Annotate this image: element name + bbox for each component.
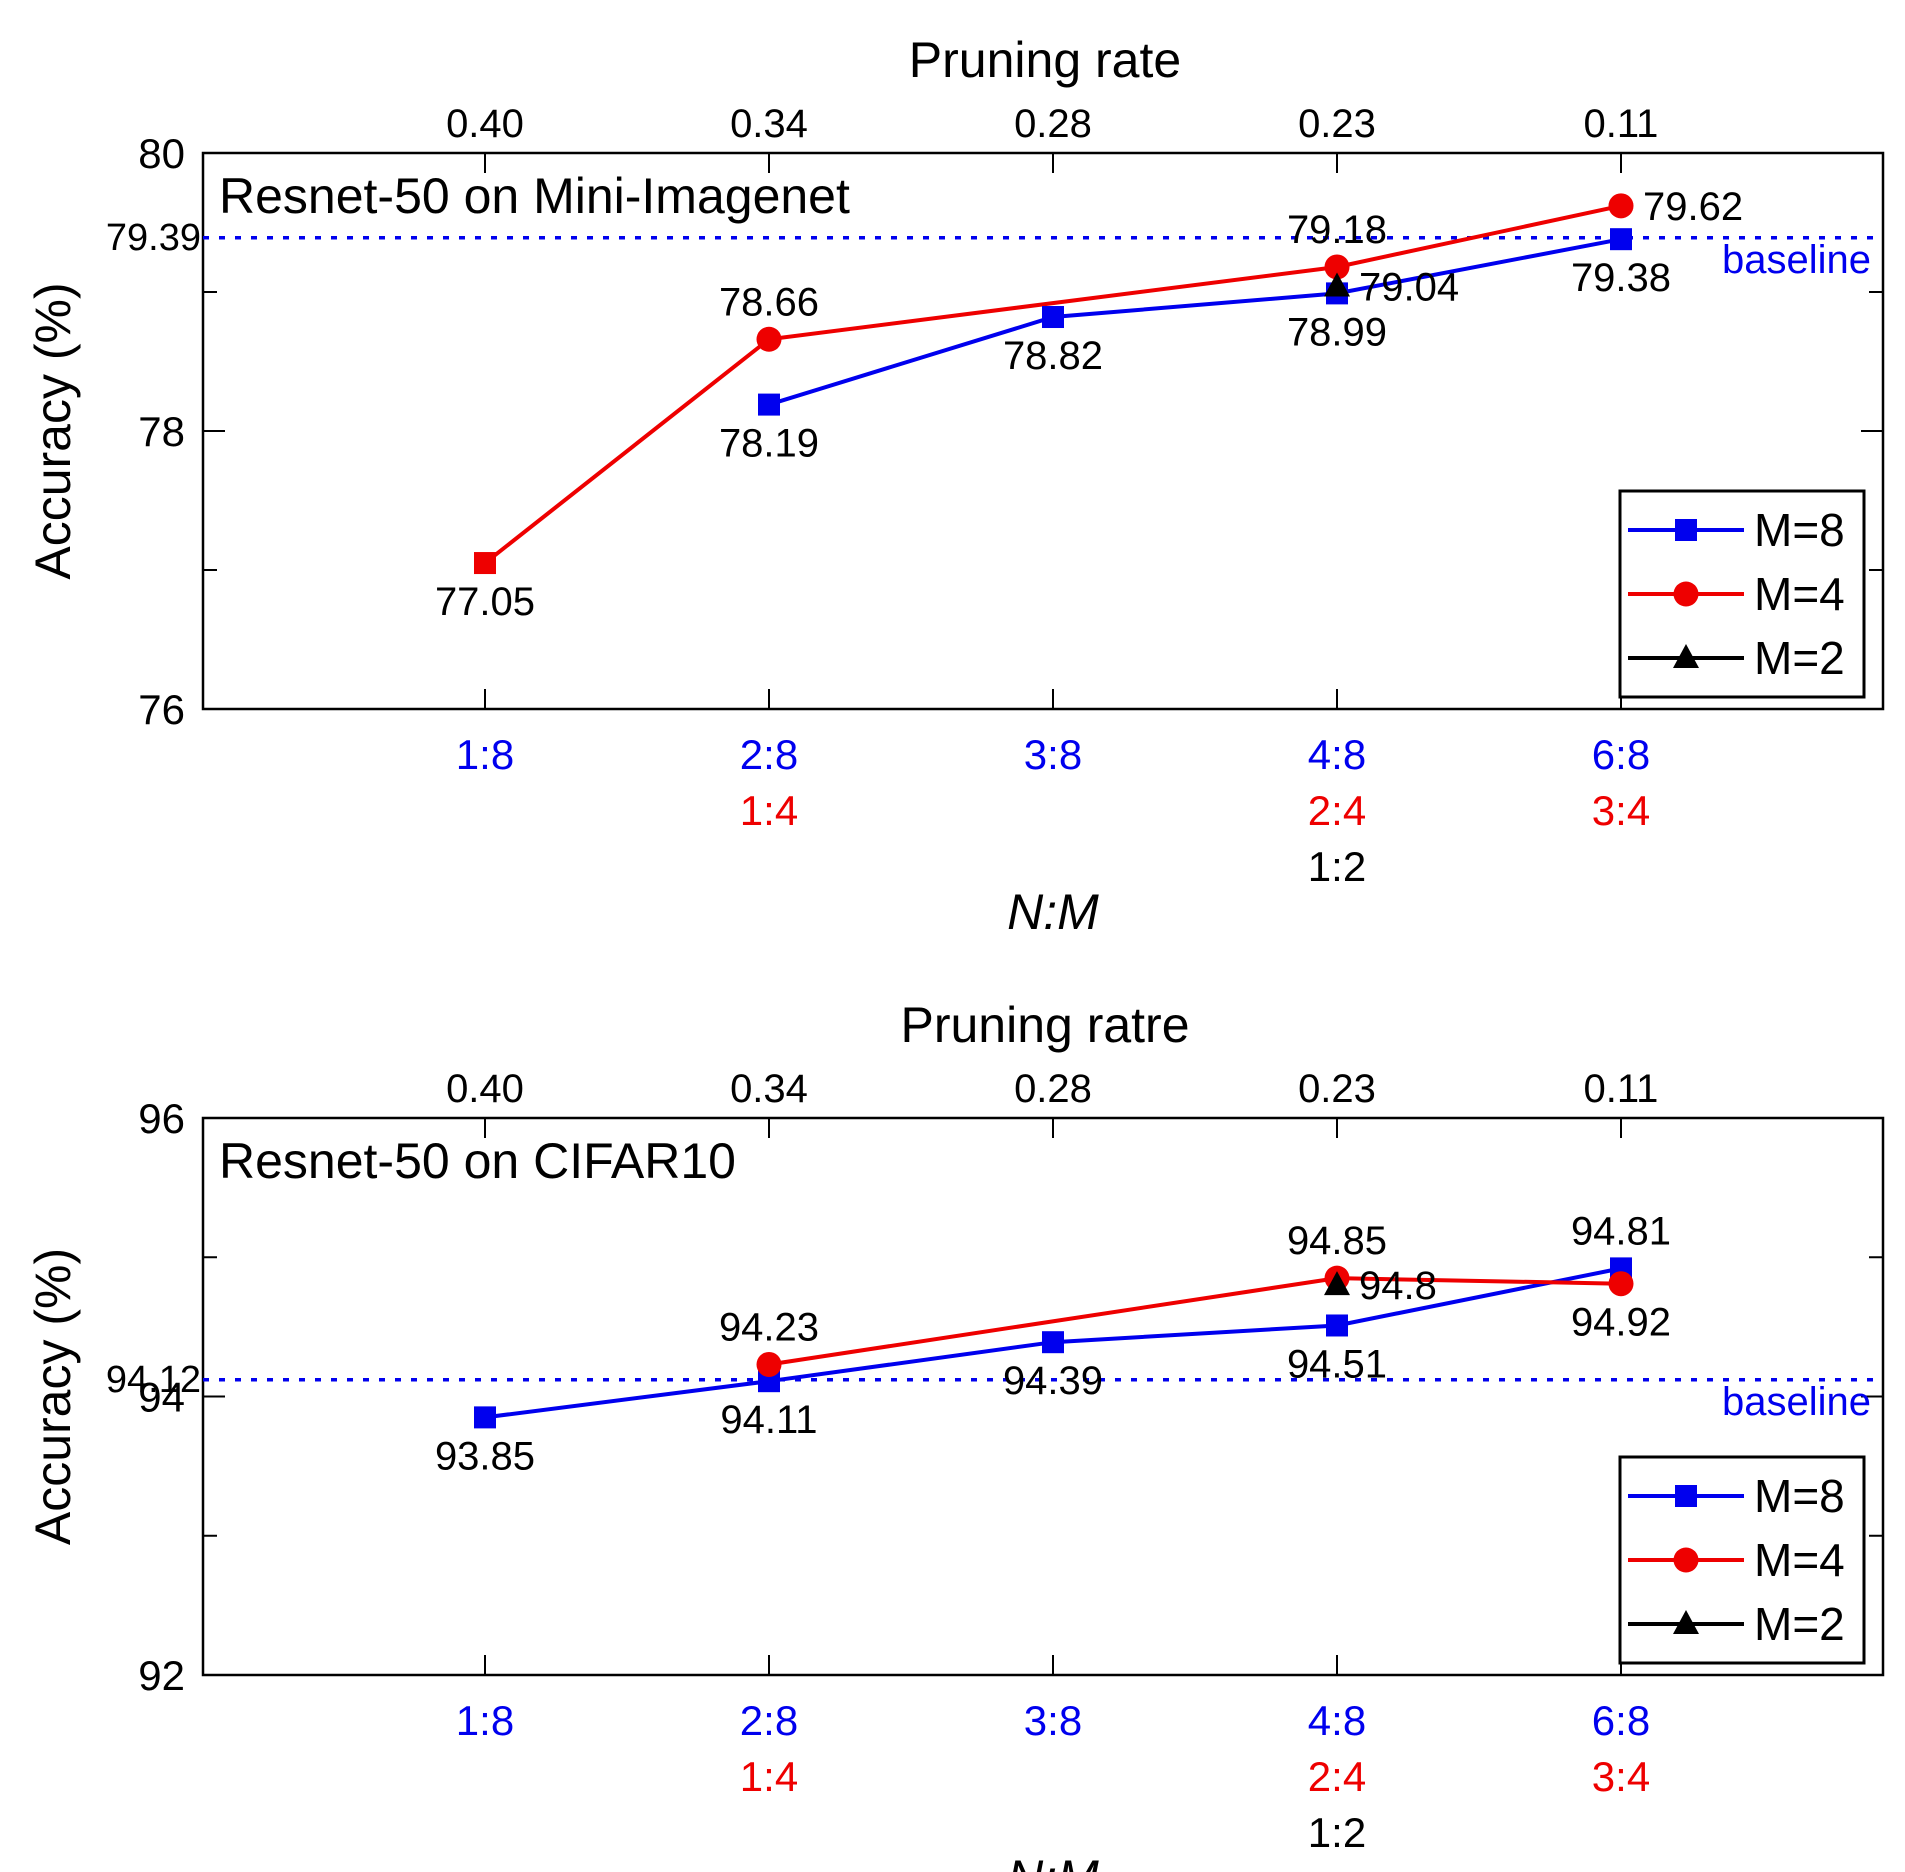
top-tick-label: 0.40 (446, 102, 524, 146)
series-line-M=8 (768, 237, 1622, 407)
data-label: 94.11 (720, 1398, 817, 1442)
legend-label: M=4 (1754, 1534, 1845, 1586)
data-point-M=8 (1042, 1331, 1064, 1354)
legend-label: M=4 (1754, 568, 1845, 620)
data-point-M=8 (1610, 228, 1632, 251)
data-label: 79.04 (1359, 265, 1459, 309)
top-tick-label: 0.23 (1298, 102, 1376, 146)
data-point-M=2 (1324, 272, 1350, 297)
data-point-M=4 (756, 326, 782, 352)
data-label: 94.51 (1287, 1342, 1387, 1386)
baseline-label: baseline (1722, 238, 1871, 282)
legend-marker-M=2 (1673, 644, 1699, 668)
nm-tick-label: 6:8 (1592, 1697, 1650, 1744)
legend-label: M=2 (1754, 632, 1845, 684)
nm-tick-label: 2:4 (1308, 787, 1366, 834)
baseline-label: baseline (1722, 1380, 1871, 1424)
nm-tick-label: 4:8 (1308, 731, 1366, 778)
series-line-M=4 (483, 203, 1622, 565)
data-label: 94.81 (1571, 1209, 1671, 1253)
top-tick-label: 0.11 (1584, 1067, 1659, 1111)
y-axis-title: Accuracy (%) (25, 1248, 81, 1545)
nm-tick-label: 1:8 (456, 1697, 514, 1744)
data-point-M=4 (1324, 254, 1350, 280)
nm-tick-label: 1:4 (740, 1753, 798, 1800)
nm-tick-label: 3:4 (1592, 787, 1650, 834)
y-axis-title: Accuracy (%) (25, 282, 81, 579)
data-label: 78.82 (1003, 334, 1103, 378)
data-label: 78.19 (719, 422, 819, 466)
legend-marker-M=2 (1673, 1610, 1699, 1634)
data-point-M=4 (1608, 1271, 1634, 1297)
nm-tick-label: 1:4 (740, 787, 798, 834)
legend: M=8 M=4 M=2 (1618, 1455, 1866, 1665)
y-tick-label: 80 (138, 130, 185, 177)
data-point-M=8 (1042, 306, 1064, 329)
nm-tick-label: 3:8 (1024, 1697, 1082, 1744)
y-tick-label: 94 (138, 1374, 185, 1421)
y-tick-label: 76 (138, 686, 185, 733)
data-point-M=2 (1324, 1271, 1350, 1296)
legend-label: M=8 (1754, 504, 1845, 556)
data-label: 78.66 (719, 280, 819, 324)
x-axis-title: N:M (1007, 1850, 1099, 1872)
data-point-M=8 (474, 1406, 496, 1429)
data-label: 94.8 (1359, 1264, 1437, 1308)
data-label: 94.23 (719, 1305, 819, 1349)
nm-tick-label: 3:4 (1592, 1753, 1650, 1800)
nm-tick-label: 1:2 (1308, 843, 1366, 890)
nm-tick-label: 2:8 (740, 731, 798, 778)
nm-tick-label: 2:4 (1308, 1753, 1366, 1800)
top-tick-label: 0.28 (1014, 102, 1092, 146)
top-tick-label: 0.11 (1584, 102, 1659, 146)
nm-tick-label: 3:8 (1024, 731, 1082, 778)
data-label: 94.85 (1287, 1219, 1387, 1263)
nm-tick-label: 4:8 (1308, 1697, 1366, 1744)
panel-title: Resnet-50 on Mini-Imagenet (219, 168, 850, 224)
legend-marker-M=4 (1673, 581, 1699, 607)
y-tick-label: 78 (138, 408, 185, 455)
top-tick-label: 0.34 (730, 102, 808, 146)
x-axis-title: N:M (1007, 884, 1099, 940)
data-point-M=8 (1326, 1314, 1348, 1337)
chart-panel-2: 92 94 96 0.40 0.34 0.28 0.23 0.11 Pruning ratre 1… (25, 997, 1885, 1872)
legend-marker-M=8 (1675, 519, 1697, 541)
legend: M=8 M=4 M=2 (1618, 489, 1866, 699)
nm-tick-label: 6:8 (1592, 731, 1650, 778)
baseline-value-label: 79.39 (106, 217, 201, 259)
top-tick-label: 0.28 (1014, 1067, 1092, 1111)
top-axis-title: Pruning rate (909, 32, 1181, 88)
data-point-M=8 (758, 393, 780, 416)
legend-label: M=2 (1754, 1598, 1845, 1650)
data-label: 94.39 (1003, 1359, 1103, 1403)
data-label: 79.62 (1643, 185, 1743, 229)
data-point-M=4 (1608, 193, 1634, 219)
data-point-M=4 (756, 1351, 782, 1377)
baseline-value-label: 94.12 (106, 1359, 201, 1401)
panel-title: Resnet-50 on CIFAR10 (219, 1133, 736, 1189)
data-label: 78.99 (1287, 310, 1387, 354)
chart-panel-1: 76 78 80 0.40 0.34 0.28 0.23 0.11 Pruning rate 1:… (25, 32, 1885, 940)
data-label: 77.05 (435, 580, 535, 624)
data-label: 79.18 (1287, 208, 1387, 252)
legend-label: M=8 (1754, 1470, 1845, 1522)
data-point-M=4 (474, 552, 496, 575)
y-tick-label: 92 (138, 1652, 185, 1699)
data-label: 94.92 (1571, 1301, 1671, 1345)
top-axis-title: Pruning ratre (900, 997, 1189, 1053)
series-line-M=4 (768, 1276, 1622, 1367)
top-tick-label: 0.23 (1298, 1067, 1376, 1111)
nm-tick-label: 1:2 (1308, 1809, 1366, 1856)
nm-tick-label: 2:8 (740, 1697, 798, 1744)
top-tick-label: 0.40 (446, 1067, 524, 1111)
top-tick-label: 0.34 (730, 1067, 808, 1111)
legend-marker-M=8 (1675, 1485, 1697, 1507)
data-label: 79.38 (1571, 256, 1671, 300)
y-tick-label: 96 (138, 1095, 185, 1142)
data-label: 93.85 (435, 1434, 535, 1478)
nm-tick-label: 1:8 (456, 731, 514, 778)
legend-marker-M=4 (1673, 1547, 1699, 1573)
